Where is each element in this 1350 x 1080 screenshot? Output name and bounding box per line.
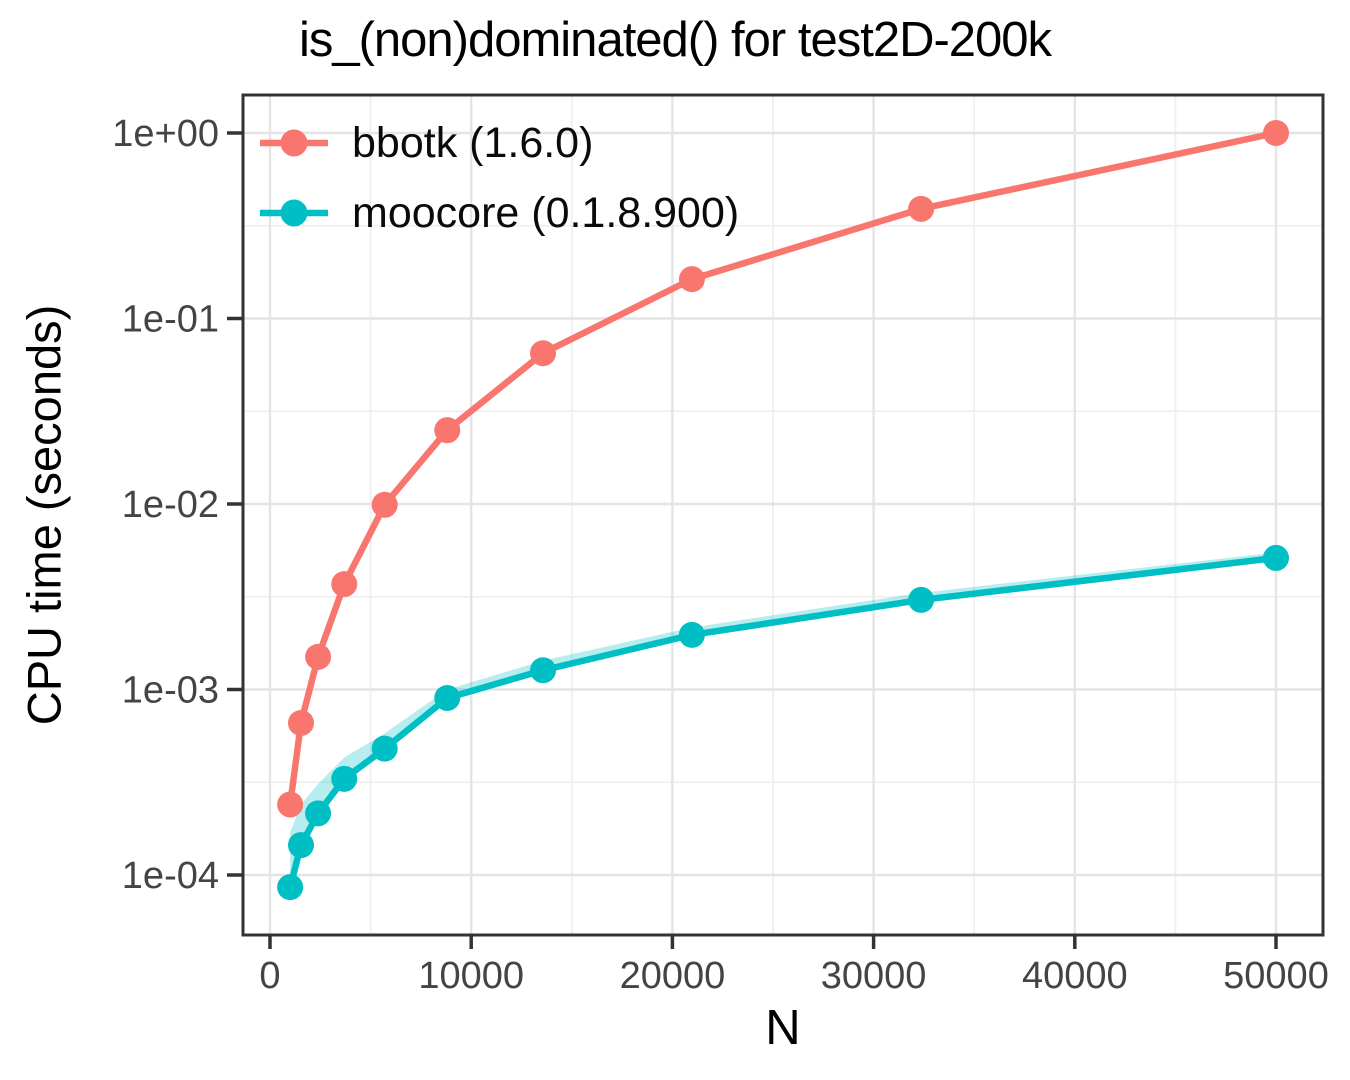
bbotk-point (371, 491, 398, 518)
bbotk-point (434, 417, 461, 444)
chart-title: is_(non)dominated() for test2D-200k (298, 13, 1052, 67)
moocore-point (678, 621, 705, 648)
legend-label-moocore: moocore (0.1.8.900) (352, 188, 740, 237)
moocore-line (286, 554, 1280, 891)
legend-label-bbotk: bbotk (1.6.0) (352, 118, 594, 167)
moocore-point (371, 735, 398, 762)
moocore-point (287, 832, 314, 859)
moocore-point (434, 684, 461, 711)
y-tick-label: 1e-01 (122, 299, 219, 341)
moocore-point (305, 800, 332, 827)
bbotk-point (908, 195, 935, 222)
bbotk-point (331, 571, 358, 598)
moocore-ribbon (290, 552, 1276, 892)
panel-border (241, 93, 1325, 937)
x-tick-label: 50000 (1223, 955, 1329, 997)
bbotk-point (678, 266, 705, 293)
bbotk-line (286, 129, 1280, 808)
x-axis-title: N (765, 1001, 801, 1055)
x-tick-label: 0 (259, 955, 280, 997)
moocore-point (331, 765, 358, 792)
legend-item-bbotk: bbotk (1.6.0) (258, 108, 739, 178)
bbotk-point (530, 340, 557, 367)
x-tick-label: 10000 (418, 955, 524, 997)
y-tick-label: 1e-03 (122, 670, 219, 712)
bbotk-legend-key-icon (260, 129, 328, 157)
x-tick-label: 20000 (620, 955, 726, 997)
bbotk-point (1263, 120, 1289, 146)
moocore-point (277, 874, 304, 901)
legend: bbotk (1.6.0) moocore (0.1.8.900) (258, 108, 739, 248)
x-tick-label: 30000 (821, 955, 927, 997)
y-tick-label: 1e-02 (122, 484, 219, 526)
moocore-legend-key-icon (260, 199, 328, 227)
bbotk-point (287, 709, 314, 736)
legend-item-moocore: moocore (0.1.8.900) (258, 178, 739, 248)
bbotk-point (305, 643, 332, 670)
y-axis-title: CPU time (seconds) (17, 304, 71, 726)
moocore-point (908, 586, 935, 613)
moocore-point (1263, 544, 1289, 571)
x-tick-label: 40000 (1022, 955, 1128, 997)
y-tick-label: 1e-04 (122, 855, 219, 897)
bbotk-point (277, 791, 304, 818)
y-tick-label: 1e+00 (112, 113, 219, 155)
moocore-point (530, 657, 557, 684)
